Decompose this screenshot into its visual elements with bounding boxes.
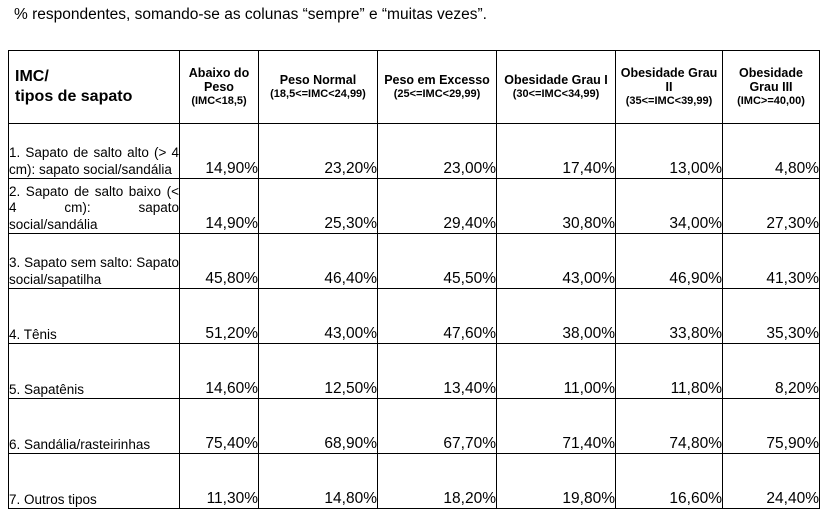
table-row: 3. Sapato sem salto: Sapato social/sapat… bbox=[8, 233, 820, 289]
row-label-text: 5. Sapatênis bbox=[9, 381, 85, 397]
value-cell: 35,30% bbox=[722, 288, 820, 344]
value-cell: 17,40% bbox=[496, 123, 616, 179]
value-cell: 27,30% bbox=[722, 178, 820, 234]
table-row: 7. Outros tipos 11,30% 14,80% 18,20% 19,… bbox=[8, 453, 820, 509]
value-cell: 12,50% bbox=[258, 343, 378, 399]
value-cell: 4,80% bbox=[722, 123, 820, 179]
value-cell: 75,90% bbox=[722, 398, 820, 454]
value-cell: 14,90% bbox=[179, 178, 259, 234]
value-cell: 24,40% bbox=[722, 453, 820, 509]
value-cell: 14,80% bbox=[258, 453, 378, 509]
column-title: Peso Normal bbox=[279, 73, 357, 87]
value-cell: 45,80% bbox=[179, 233, 259, 289]
row-label-text: 4. Tênis bbox=[9, 326, 57, 342]
column-range: (18,5<=IMC<24,99) bbox=[270, 88, 366, 100]
value-cell: 14,90% bbox=[179, 123, 259, 179]
value-cell: 43,00% bbox=[258, 288, 378, 344]
row-label: 2. Sapato de salto baixo (< 4 cm): sapat… bbox=[8, 178, 180, 234]
value-cell: 51,20% bbox=[179, 288, 259, 344]
value-cell: 67,70% bbox=[377, 398, 497, 454]
table-row: 1. Sapato de salto alto (> 4 cm): sapato… bbox=[8, 123, 820, 179]
value-cell: 11,00% bbox=[496, 343, 616, 399]
value-cell: 23,00% bbox=[377, 123, 497, 179]
column-range: (35<=IMC<39,99) bbox=[625, 95, 713, 107]
column-range: (IMC<18,5) bbox=[191, 95, 247, 107]
value-cell: 19,80% bbox=[496, 453, 616, 509]
value-cell: 74,80% bbox=[615, 398, 723, 454]
value-cell: 13,00% bbox=[615, 123, 723, 179]
value-cell: 18,20% bbox=[377, 453, 497, 509]
value-cell: 23,20% bbox=[258, 123, 378, 179]
table-row: 4. Tênis 51,20% 43,00% 47,60% 38,00% 33,… bbox=[8, 288, 820, 344]
column-title: Obesidade Grau II bbox=[620, 66, 718, 94]
row-label-text: 7. Outros tipos bbox=[9, 491, 97, 507]
row-label-text: 2. Sapato de salto baixo (< 4 cm): sapat… bbox=[9, 183, 179, 232]
table-row: 6. Sandália/rasteirinhas 75,40% 68,90% 6… bbox=[8, 398, 820, 454]
row-label-text: 3. Sapato sem salto: Sapato social/sapat… bbox=[9, 255, 179, 287]
row-label: 4. Tênis bbox=[8, 288, 180, 344]
column-range: (30<=IMC<34,99) bbox=[512, 88, 600, 100]
column-header: Abaixo do Peso (IMC<18,5) bbox=[179, 50, 259, 124]
value-cell: 68,90% bbox=[258, 398, 378, 454]
value-cell: 16,60% bbox=[615, 453, 723, 509]
row-label: 3. Sapato sem salto: Sapato social/sapat… bbox=[8, 233, 180, 289]
value-cell: 13,40% bbox=[377, 343, 497, 399]
value-cell: 8,20% bbox=[722, 343, 820, 399]
column-range: (25<=IMC<29,99) bbox=[393, 88, 481, 100]
column-title: Abaixo do Peso bbox=[188, 66, 250, 94]
value-cell: 33,80% bbox=[615, 288, 723, 344]
row-label-text: 1. Sapato de salto alto (> 4 cm): sapato… bbox=[9, 145, 179, 177]
value-cell: 29,40% bbox=[377, 178, 497, 234]
column-title: Peso em Excesso bbox=[384, 73, 490, 87]
value-cell: 30,80% bbox=[496, 178, 616, 234]
row-label: 5. Sapatênis bbox=[8, 343, 180, 399]
row-label: 1. Sapato de salto alto (> 4 cm): sapato… bbox=[8, 123, 180, 179]
table-caption: % respondentes, somando-se as colunas “s… bbox=[14, 6, 487, 23]
table-row: 5. Sapatênis 14,60% 12,50% 13,40% 11,00%… bbox=[8, 343, 820, 399]
value-cell: 46,40% bbox=[258, 233, 378, 289]
column-header: Obesidade Grau II (35<=IMC<39,99) bbox=[615, 50, 723, 124]
row-label: 7. Outros tipos bbox=[8, 453, 180, 509]
value-cell: 38,00% bbox=[496, 288, 616, 344]
value-cell: 71,40% bbox=[496, 398, 616, 454]
value-cell: 47,60% bbox=[377, 288, 497, 344]
value-cell: 14,60% bbox=[179, 343, 259, 399]
column-header: Peso Normal (18,5<=IMC<24,99) bbox=[258, 50, 378, 124]
table-row: 2. Sapato de salto baixo (< 4 cm): sapat… bbox=[8, 178, 820, 234]
column-header: Obesidade Grau I (30<=IMC<34,99) bbox=[496, 50, 616, 124]
value-cell: 46,90% bbox=[615, 233, 723, 289]
value-cell: 43,00% bbox=[496, 233, 616, 289]
value-cell: 25,30% bbox=[258, 178, 378, 234]
row-label-text: 6. Sandália/rasteirinhas bbox=[9, 436, 151, 452]
column-title: Obesidade Grau I bbox=[504, 73, 608, 87]
column-title: Obesidade Grau III bbox=[739, 66, 803, 94]
corner-header: IMC/ tipos de sapato bbox=[8, 50, 180, 124]
value-cell: 11,80% bbox=[615, 343, 723, 399]
bmi-shoe-table: IMC/ tipos de sapato Abaixo do Peso (IMC<… bbox=[8, 50, 820, 509]
value-cell: 11,30% bbox=[179, 453, 259, 509]
column-header: Obesidade Grau III (IMC>=40,00) bbox=[722, 50, 820, 124]
corner-line-2: tipos de sapato bbox=[15, 88, 133, 105]
value-cell: 45,50% bbox=[377, 233, 497, 289]
column-range: (IMC>=40,00) bbox=[737, 95, 805, 107]
value-cell: 41,30% bbox=[722, 233, 820, 289]
corner-line-1: IMC/ bbox=[15, 68, 49, 85]
header-row: IMC/ tipos de sapato Abaixo do Peso (IMC<… bbox=[8, 50, 820, 124]
column-header: Peso em Excesso (25<=IMC<29,99) bbox=[377, 50, 497, 124]
row-label: 6. Sandália/rasteirinhas bbox=[8, 398, 180, 454]
value-cell: 75,40% bbox=[179, 398, 259, 454]
value-cell: 34,00% bbox=[615, 178, 723, 234]
